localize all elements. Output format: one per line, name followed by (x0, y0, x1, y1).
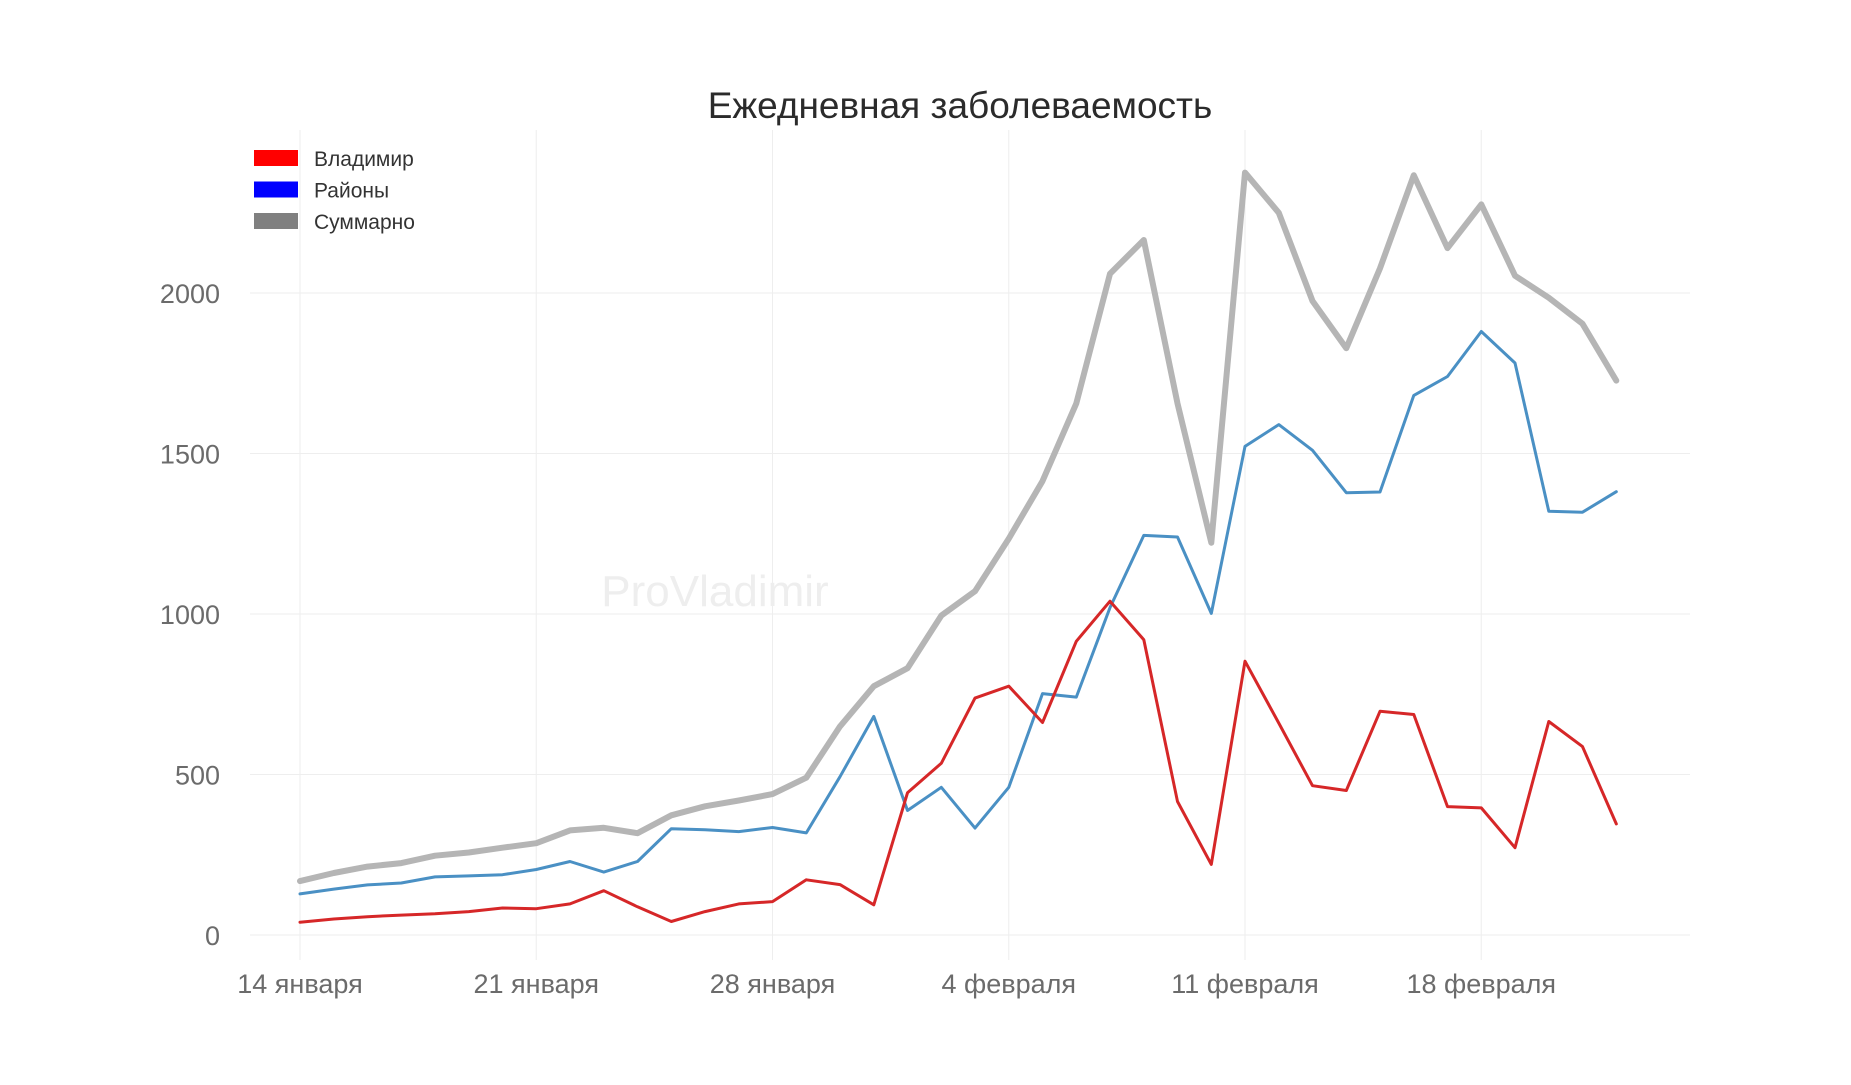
legend-item-summarno: Суммарно (254, 211, 415, 234)
legend-swatch (254, 181, 298, 198)
series-line-rayony (298, 330, 1618, 896)
axis-labels: 0 500 1000 1500 2000 14 января 21 января 28 янв… (160, 279, 1556, 999)
y-tick-label: 1500 (160, 440, 220, 470)
y-tick-label: 500 (175, 761, 220, 791)
legend-item-vladimir: Владимир (254, 148, 414, 171)
legend-item-rayony: Районы (254, 180, 389, 203)
x-tick-label: 11 февраля (1171, 969, 1319, 999)
series-line-summarno (297, 169, 1620, 885)
y-tick-label: 0 (205, 921, 220, 951)
legend-swatch (254, 213, 298, 229)
y-tick-label: 2000 (160, 279, 220, 309)
x-tick-label: 18 февраля (1406, 969, 1556, 999)
series-line-vladimir (298, 599, 1618, 924)
x-tick-label: 4 февраля (942, 969, 1077, 999)
series-layer (297, 169, 1620, 924)
legend-swatch (254, 150, 298, 166)
x-tick-label: 28 января (710, 969, 835, 999)
chart-title: Ежедневная заболеваемость (708, 85, 1213, 126)
y-tick-label: 1000 (160, 600, 220, 630)
watermark-text: ProVladimir (601, 567, 828, 616)
x-tick-label: 14 января (237, 969, 362, 999)
legend-label: Владимир (314, 148, 414, 171)
legend-label: Суммарно (314, 211, 415, 234)
grid-layer (250, 130, 1690, 960)
legend: Владимир Районы Суммарно (254, 148, 415, 234)
legend-label: Районы (314, 180, 389, 203)
x-tick-label: 21 января (474, 969, 599, 999)
